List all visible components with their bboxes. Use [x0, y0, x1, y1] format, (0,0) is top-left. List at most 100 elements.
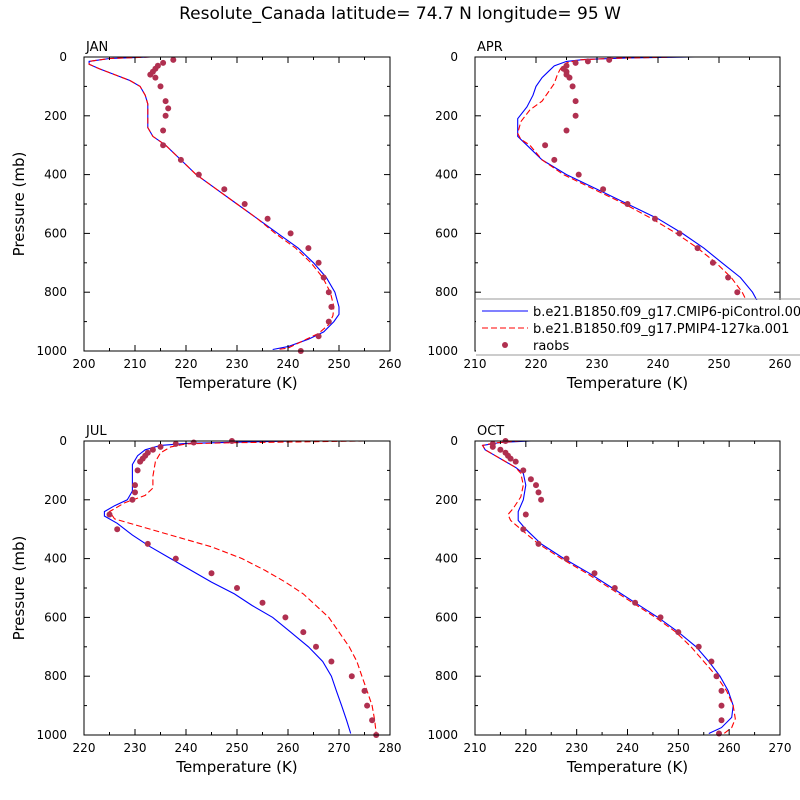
raobs-point	[575, 171, 582, 178]
raobs-point	[695, 643, 702, 650]
legend-label: b.e21.B1850.f09_g17.CMIP6-piControl.001	[533, 305, 800, 320]
x-tick-label: 220	[175, 357, 198, 371]
y-tick-label: 800	[435, 669, 458, 683]
raobs-point	[144, 540, 151, 547]
raobs-point	[694, 245, 701, 252]
x-tick-label: 230	[226, 357, 249, 371]
raobs-point	[157, 83, 164, 90]
y-tick-label: 600	[435, 610, 458, 624]
raobs-point	[718, 702, 725, 709]
raobs-point	[676, 230, 683, 237]
x-axis-label: Temperature (K)	[175, 758, 297, 776]
raobs-point	[527, 476, 534, 483]
raobs-point	[137, 458, 144, 465]
panel-label-apr: APR	[477, 40, 503, 55]
y-tick-label: 200	[435, 109, 458, 123]
x-axis-label: Temperature (K)	[566, 374, 688, 392]
legend-bg	[476, 300, 800, 354]
y-axis-label: Pressure (mb)	[10, 536, 28, 641]
x-tick-label: 220	[514, 741, 537, 755]
raobs-point	[533, 482, 539, 489]
y-tick-label: 600	[44, 226, 67, 240]
raobs-point	[328, 303, 335, 310]
panel-label-jan: JAN	[85, 40, 108, 55]
x-tick-label: 250	[328, 357, 351, 371]
raobs-point	[591, 570, 598, 577]
raobs-point	[259, 599, 266, 606]
raobs-point	[264, 215, 271, 222]
raobs-point	[172, 440, 179, 447]
raobs-point	[305, 245, 312, 252]
panel-jan: 200 210 220 230 240 250 260 0 200 400 600 800 1000 JA…	[10, 40, 401, 392]
series-pmip4-oct	[481, 440, 736, 734]
x-tick-label: 250	[667, 741, 690, 755]
y-tick-label: 0	[450, 434, 458, 448]
raobs-point	[657, 614, 664, 621]
panel-apr: 210 220 230 240 250 260 0 200 400 600 800 1000 APR Te…	[427, 40, 791, 392]
raobs-point	[221, 186, 228, 193]
legend-label: b.e21.B1850.f09_g17.PMIP4-127ka.001	[533, 322, 789, 337]
y-tick-label: 200	[44, 493, 67, 507]
y-axis-label: Pressure (mb)	[10, 152, 28, 257]
raobs-point	[522, 511, 529, 518]
y-tick-label: 200	[435, 493, 458, 507]
x-tick-label: 280	[379, 741, 402, 755]
raobs-point	[160, 127, 167, 134]
raobs-point	[313, 643, 319, 650]
raobs-point	[234, 585, 240, 591]
x-tick-label: 230	[586, 357, 609, 371]
y-tick-label: 0	[59, 434, 67, 448]
raobs-point	[348, 673, 355, 680]
series-pmip4-jul	[108, 440, 377, 734]
raobs-point	[282, 614, 289, 621]
raobs-point	[170, 56, 177, 63]
raobs-point	[718, 687, 725, 694]
legend-marker-raobs	[502, 342, 508, 348]
raobs-point	[520, 467, 527, 474]
y-tick-label: 800	[435, 285, 458, 299]
raobs-point	[162, 98, 169, 105]
raobs-point	[369, 717, 376, 724]
y-tick-label: 1000	[36, 344, 67, 358]
raobs-point	[325, 289, 332, 296]
x-axis-label: Temperature (K)	[566, 758, 688, 776]
x-tick-label: 240	[277, 357, 300, 371]
raobs-point	[361, 687, 368, 694]
raobs-point	[600, 186, 607, 193]
raobs-point	[538, 496, 545, 503]
panel-label-oct: OCT	[477, 424, 504, 439]
series-raobs-jan	[147, 56, 335, 354]
raobs-point	[512, 458, 519, 465]
raobs-point	[542, 142, 549, 149]
raobs-point	[709, 259, 716, 266]
raobs-point	[624, 201, 631, 207]
y-tick-label: 600	[435, 226, 458, 240]
raobs-point	[734, 289, 741, 296]
x-tick-label: 240	[175, 741, 198, 755]
y-tick-label: 400	[435, 552, 458, 566]
raobs-point	[708, 658, 715, 665]
raobs-point	[177, 156, 184, 163]
series-picontrol-oct	[481, 440, 734, 734]
y-tick-label: 800	[44, 285, 67, 299]
raobs-point	[535, 489, 542, 496]
raobs-point	[195, 171, 202, 178]
panel-jul: 220 230 240 250 260 270 280 0 200 400 600 800 1000 JU…	[10, 424, 401, 776]
raobs-point	[520, 526, 527, 533]
raobs-point	[364, 702, 371, 709]
raobs-point	[165, 105, 172, 112]
raobs-point	[572, 112, 579, 119]
y-tick-label: 0	[450, 50, 458, 64]
raobs-point	[563, 127, 570, 134]
x-tick-label: 270	[328, 741, 351, 755]
raobs-point	[315, 259, 322, 266]
y-tick-label: 400	[435, 168, 458, 182]
raobs-point	[114, 526, 121, 533]
x-tick-label: 260	[277, 741, 300, 755]
y-tick-label: 1000	[427, 344, 458, 358]
raobs-point	[652, 215, 658, 222]
raobs-point	[328, 658, 335, 665]
raobs-point	[147, 71, 154, 78]
